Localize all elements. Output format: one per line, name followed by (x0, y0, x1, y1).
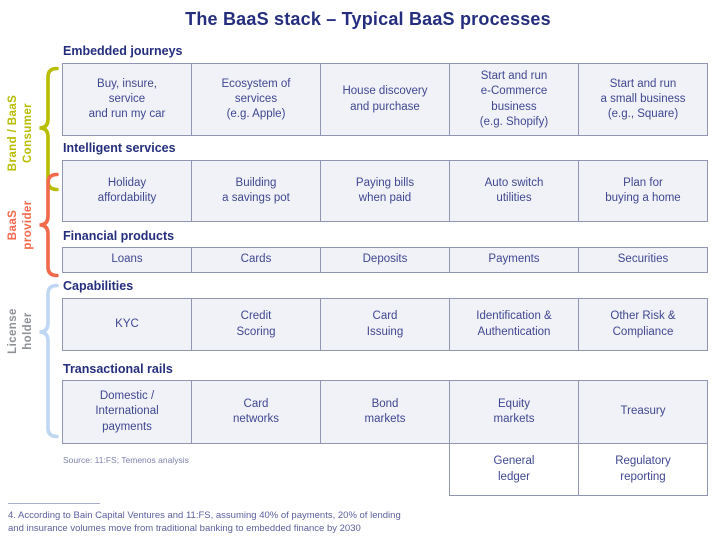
group-label-baas-provider: BaaS provider (7, 200, 34, 250)
cell-plan-buying-home: Plan for buying a home (578, 161, 707, 221)
cell-holiday-affordability: Holiday affordability (97, 176, 157, 204)
cell-payments: Payments (449, 248, 578, 272)
cell-paying-bills: Paying bills when paid (320, 161, 449, 221)
cell-loans: Loans (111, 253, 143, 266)
source-note: Source: 11:FS; Temenos analysis (63, 455, 189, 465)
row-capabilities: KYC Credit Scoring Card Issuing Identifi… (62, 298, 708, 351)
cell-credit-scoring: Credit Scoring (191, 299, 320, 350)
row-transactional-rails-extension: General ledger Regulatory reporting (449, 443, 708, 496)
curly-brace-icon-license-holder (39, 283, 59, 439)
cell-deposits: Deposits (320, 248, 449, 272)
cell-kyc: KYC (115, 317, 139, 330)
cell-treasury: Treasury (578, 381, 707, 443)
cell-card-networks: Card networks (191, 381, 320, 443)
section-header-intelligent-services: Intelligent services (63, 141, 176, 155)
cell-ecommerce-business: Start and run e-Commerce business (e.g. … (449, 64, 578, 135)
cell-buy-insure-car: Buy, insure, service and run my car (88, 77, 166, 121)
cell-general-ledger: General ledger (493, 455, 535, 483)
cell-identification-authentication: Identification & Authentication (449, 299, 578, 350)
section-header-financial-products: Financial products (63, 229, 175, 243)
section-header-embedded-journeys: Embedded journeys (63, 44, 183, 58)
section-header-transactional-rails: Transactional rails (63, 362, 173, 376)
cell-savings-pot: Building a savings pot (191, 161, 320, 221)
cell-bond-markets: Bond markets (320, 381, 449, 443)
footnote-divider (8, 503, 100, 504)
cell-ecosystem-services: Ecosystem of services (e.g. Apple) (191, 64, 320, 135)
row-intelligent-services: Holiday affordability Building a savings… (62, 160, 708, 222)
cell-cards: Cards (191, 248, 320, 272)
cell-securities: Securities (578, 248, 707, 272)
footnote-text: 4. According to Bain Capital Ventures an… (8, 510, 401, 534)
cell-auto-switch-utilities: Auto switch utilities (449, 161, 578, 221)
group-label-license-holder: License holder (7, 308, 34, 354)
row-embedded-journeys: Buy, insure, service and run my car Ecos… (62, 63, 708, 136)
section-header-capabilities: Capabilities (63, 279, 134, 293)
cell-small-business: Start and run a small business (e.g., Sq… (578, 64, 707, 135)
row-transactional-rails: Domestic / International payments Card n… (62, 380, 708, 444)
cell-house-discovery: House discovery and purchase (320, 64, 449, 135)
cell-regulatory-reporting: Regulatory reporting (578, 444, 707, 495)
cell-other-risk-compliance: Other Risk & Compliance (578, 299, 707, 350)
row-financial-products: Loans Cards Deposits Payments Securities (62, 247, 708, 273)
cell-card-issuing: Card Issuing (320, 299, 449, 350)
cell-domestic-international-payments: Domestic / International payments (95, 390, 159, 433)
curly-brace-icon-baas-provider (39, 172, 59, 278)
page-title: The BaaS stack – Typical BaaS processes (185, 9, 551, 29)
cell-equity-markets: Equity markets (449, 381, 578, 443)
